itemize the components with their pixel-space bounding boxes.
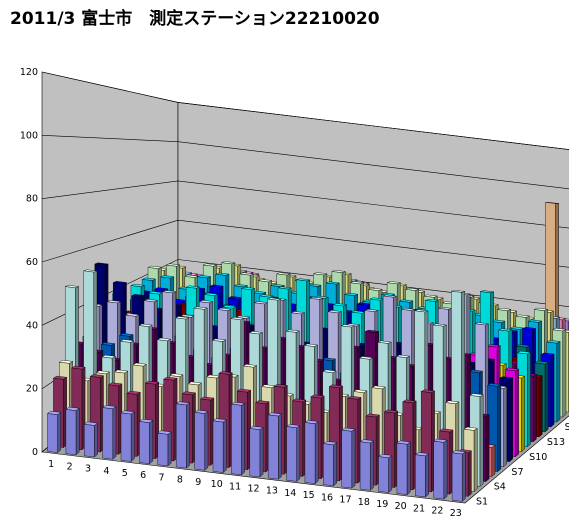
x-tick-label: 14 xyxy=(284,488,296,499)
depth-tick-label: S10 xyxy=(529,452,547,463)
gridline xyxy=(41,71,569,150)
bar xyxy=(46,410,62,454)
gridline xyxy=(41,219,569,268)
bars-group xyxy=(46,202,569,502)
x-tick-label: 10 xyxy=(211,479,223,490)
bar xyxy=(267,412,283,480)
bar xyxy=(451,450,466,502)
bar xyxy=(341,427,356,489)
bar xyxy=(304,420,319,485)
depth-tick-label: S13 xyxy=(547,437,565,448)
x-tick-label: 13 xyxy=(266,486,278,497)
x-tick-label: 2 xyxy=(67,461,73,472)
bar xyxy=(230,401,246,476)
depth-tick-label: S1 xyxy=(476,497,488,508)
bar xyxy=(414,452,430,498)
y-tick-label: 20 xyxy=(26,384,38,395)
bar xyxy=(377,453,393,493)
depth-tick-label: S4 xyxy=(494,482,506,493)
x-tick-label: 18 xyxy=(358,497,370,508)
x-tick-label: 23 xyxy=(450,508,462,519)
bar xyxy=(322,441,338,487)
x-tick-label: 17 xyxy=(339,495,351,506)
gridline xyxy=(41,180,569,229)
bar xyxy=(175,401,191,469)
x-tick-label: 21 xyxy=(413,503,425,514)
y-tick-label: 80 xyxy=(26,194,38,205)
bar xyxy=(396,440,411,496)
y-tick-label: 100 xyxy=(20,130,38,141)
bar xyxy=(157,430,172,467)
bar xyxy=(286,424,301,482)
depth-tick-label: S7 xyxy=(511,467,523,478)
y-tick-label: 120 xyxy=(20,67,38,78)
x-tick-label: 7 xyxy=(159,472,165,483)
bar xyxy=(433,438,448,500)
x-tick-label: 12 xyxy=(247,484,259,495)
x-tick-label: 8 xyxy=(177,475,183,486)
gridline xyxy=(41,135,569,190)
x-tick-label: 19 xyxy=(376,499,388,510)
bar xyxy=(65,406,80,456)
depth-tick-label: S16 xyxy=(565,422,569,433)
x-tick-label: 9 xyxy=(195,477,201,488)
x-tick-label: 1 xyxy=(48,459,54,470)
x-tick-label: 16 xyxy=(321,492,333,503)
y-tick-label: 0 xyxy=(32,447,38,458)
x-tick-label: 20 xyxy=(395,501,407,512)
bar xyxy=(83,421,99,458)
x-tick-label: 6 xyxy=(140,470,146,481)
bar xyxy=(194,409,209,471)
x-tick-label: 5 xyxy=(122,468,128,479)
bar xyxy=(249,425,264,478)
y-tick-label: 40 xyxy=(26,320,38,331)
y-tick-label: 60 xyxy=(26,257,38,268)
x-tick-label: 15 xyxy=(303,490,315,501)
bar xyxy=(138,418,154,465)
bar xyxy=(212,418,227,474)
x-tick-label: 4 xyxy=(103,466,109,477)
bar xyxy=(359,439,375,491)
bar xyxy=(102,405,117,460)
x-tick-label: 11 xyxy=(229,481,241,492)
chart-title: 2011/3 富士市 測定ステーション22210020 xyxy=(10,9,380,29)
x-tick-label: 22 xyxy=(431,506,443,517)
bar xyxy=(120,410,135,462)
x-tick-label: 3 xyxy=(85,464,91,475)
